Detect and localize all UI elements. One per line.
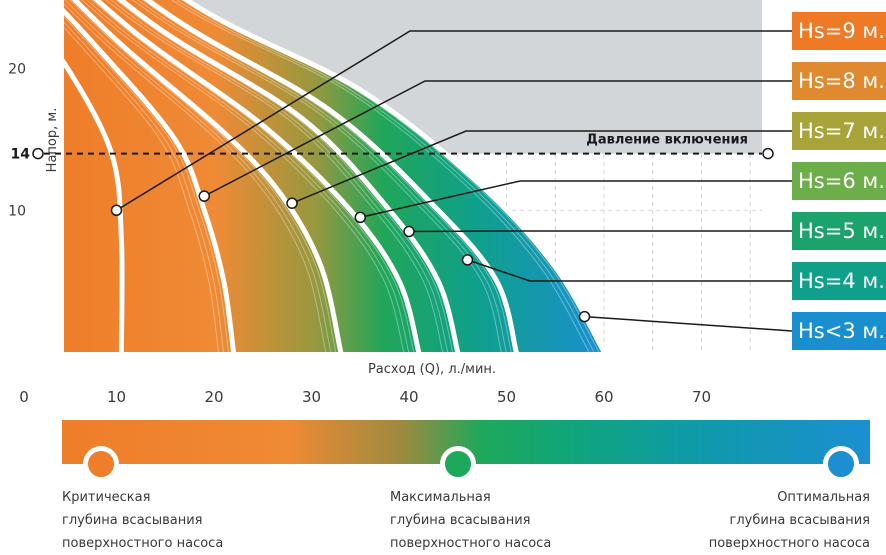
scale-marker <box>440 446 476 482</box>
caption-line: Максимальная <box>390 490 491 505</box>
marker-point <box>403 225 415 238</box>
x-tick-label: 0 <box>19 388 29 406</box>
series-hatch <box>171 0 590 353</box>
series-line-2 <box>49 0 236 355</box>
series-hatch <box>131 0 502 353</box>
series-line-5 <box>116 0 461 355</box>
legend-box: Hs=4 м. <box>792 262 886 300</box>
y-tick-label: 20 <box>8 62 26 78</box>
caption-line: Критическая <box>62 490 151 505</box>
marker-point <box>354 211 366 224</box>
x-tick-label: 60 <box>594 388 613 406</box>
marker-point <box>461 254 474 266</box>
scale-caption: Критическая глубина всасывания поверхностн… <box>62 486 223 555</box>
reference-label: Давление включения <box>586 133 748 148</box>
marker-point <box>578 310 591 323</box>
leader-line <box>360 180 792 219</box>
legend-box: Hs=5 м. <box>792 212 886 250</box>
leader-line <box>291 130 792 204</box>
scale-marker <box>83 446 119 482</box>
leader-line <box>116 30 792 211</box>
legend-box: Hs=8 м. <box>792 62 886 100</box>
legend-box: Hs=6 м. <box>792 162 886 200</box>
series-hatch <box>37 0 219 353</box>
leader-line <box>203 80 792 197</box>
series-hatch <box>176 0 595 353</box>
series-hatch <box>81 0 405 353</box>
series-line-4 <box>93 0 422 355</box>
series-hatch <box>110 0 449 353</box>
marker-point <box>286 197 298 209</box>
series-hatch <box>105 0 444 353</box>
x-tick-label: 40 <box>399 388 418 406</box>
series-hatch <box>141 0 512 353</box>
caption-line: Оптимальная <box>777 490 870 505</box>
leader-line <box>584 315 793 332</box>
series-hatch <box>69 0 337 353</box>
x-axis-label: Расход (Q), л./мин. <box>368 362 496 377</box>
marker-point <box>110 204 123 217</box>
caption-line: глубина всасывания <box>62 513 203 528</box>
leader-line <box>467 259 792 282</box>
caption-line: поверхностного насоса <box>708 536 870 551</box>
legend-box: Hs<3 м. <box>792 312 886 350</box>
x-tick-label: 70 <box>692 388 711 406</box>
series-hatch <box>47 0 229 353</box>
legend-box: Hs=9 м. <box>792 12 886 50</box>
caption-line: поверхностного насоса <box>62 536 224 551</box>
marker-point <box>198 190 210 202</box>
y-tick-label: 10 <box>8 203 26 219</box>
y-axis-label: Напор, м. <box>45 108 60 173</box>
series-hatch <box>181 0 600 353</box>
series-hatch <box>42 0 224 353</box>
series-hatch <box>115 0 454 353</box>
scale-caption: Максимальная глубина всасывания поверхност… <box>390 486 551 555</box>
scale-caption: Оптимальная глубина всасывания поверхностн… <box>680 486 870 555</box>
reference-dot-left <box>32 147 44 160</box>
legend-box: Hs=7 м. <box>792 112 886 150</box>
series-line-7 <box>182 0 607 355</box>
series-hatch <box>91 0 415 353</box>
leader-line <box>408 230 792 233</box>
caption-line: глубина всасывания <box>729 513 870 528</box>
x-tick-label: 20 <box>204 388 223 406</box>
reference-dot-right <box>762 147 774 160</box>
x-tick-label: 10 <box>107 388 126 406</box>
caption-line: глубина всасывания <box>390 513 531 528</box>
series-line-6 <box>143 0 519 355</box>
x-tick-label: 50 <box>497 388 516 406</box>
scale-marker <box>823 446 859 482</box>
reference-tick-label: 14 <box>11 147 31 163</box>
x-tick-label: 30 <box>302 388 321 406</box>
caption-line: поверхностного насоса <box>390 536 552 551</box>
series-hatch <box>136 0 507 353</box>
series-hatch <box>59 0 327 353</box>
series-hatch <box>86 0 410 353</box>
